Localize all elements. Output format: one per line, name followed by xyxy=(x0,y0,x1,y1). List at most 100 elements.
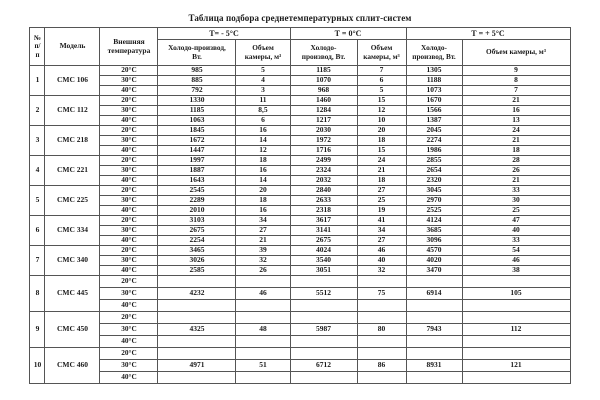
table-row: 40°С 1447 12 1716 15 1986 18 xyxy=(30,145,571,156)
value-cell xyxy=(289,311,358,324)
ext-temp-cell: 40°С xyxy=(99,235,159,246)
model-cell: СМС 225 xyxy=(44,185,101,216)
row-number-cell: 7 xyxy=(29,245,46,276)
value-cell xyxy=(289,275,358,288)
value-cell: 32 xyxy=(235,255,291,266)
value-cell: 2499 xyxy=(289,155,358,166)
value-cell: 16 xyxy=(461,105,571,116)
value-cell: 968 xyxy=(289,85,358,96)
value-cell: 80 xyxy=(356,323,407,336)
value-cell: 3617 xyxy=(289,215,358,226)
header-volume-minus5: Объем камеры, м³ xyxy=(235,39,291,66)
value-cell: 46 xyxy=(356,245,407,256)
table-row: 10 СМС 460 20°С xyxy=(29,347,571,384)
value-cell: 47 xyxy=(461,215,571,226)
value-cell: 25 xyxy=(356,195,407,206)
value-cell: 4325 xyxy=(157,323,237,336)
table-row: 4 СМС 221 20°С 1997 18 2499 24 2855 28 xyxy=(29,155,571,186)
value-cell: 1305 xyxy=(405,65,463,76)
value-cell: 2970 xyxy=(405,195,463,206)
model-cell: СМС 334 xyxy=(44,215,101,246)
table-row: 30°С 4971 51 6712 86 8931 121 xyxy=(30,359,571,372)
value-cell: 46 xyxy=(461,255,571,266)
value-cell xyxy=(405,335,463,348)
split-systems-table: № п/ п Модель Внешняя температура Т= - 5… xyxy=(29,27,571,384)
value-cell: 2855 xyxy=(405,155,463,166)
value-cell: 18 xyxy=(235,155,291,166)
value-cell: 8931 xyxy=(405,359,463,372)
ext-temp-cell: 30°С xyxy=(99,105,159,116)
value-cell xyxy=(405,299,463,312)
value-cell: 33 xyxy=(461,235,571,246)
table-row: 30°С 2289 18 2633 25 2970 30 xyxy=(30,195,571,206)
value-cell: 10 xyxy=(356,115,407,126)
value-cell: 4020 xyxy=(405,255,463,266)
value-cell: 7943 xyxy=(405,323,463,336)
value-cell: 2545 xyxy=(157,185,237,196)
value-cell: 7 xyxy=(356,65,407,76)
table-row: 40°С 1063 6 1217 10 1387 13 xyxy=(30,115,571,126)
model-cell: СМС 445 xyxy=(44,275,101,312)
value-cell: 2675 xyxy=(289,235,358,246)
value-cell xyxy=(157,347,237,360)
model-cell: СМС 112 xyxy=(44,95,101,126)
table-row: 40°С xyxy=(30,371,571,384)
model-cell: СМС 340 xyxy=(44,245,101,276)
value-cell: 2585 xyxy=(157,265,237,276)
row-number-cell: 8 xyxy=(29,275,46,312)
value-cell: 18 xyxy=(235,195,291,206)
value-cell: 34 xyxy=(235,215,291,226)
model-cell: СМС 106 xyxy=(44,65,101,96)
value-cell: 1217 xyxy=(289,115,358,126)
value-cell xyxy=(235,347,291,360)
ext-temp-cell: 20°С xyxy=(99,185,159,196)
value-cell: 1063 xyxy=(157,115,237,126)
ext-temp-cell: 30°С xyxy=(99,323,159,336)
value-cell: 21 xyxy=(461,95,571,106)
table-row: 30°С 1185 8,5 1284 12 1566 16 xyxy=(30,105,571,116)
header-volume-zero: Объем камеры, м³ xyxy=(356,39,407,66)
value-cell: 2320 xyxy=(405,175,463,186)
value-cell xyxy=(235,335,291,348)
table-row: 3 СМС 218 20°С 1845 16 2030 20 2045 24 xyxy=(29,125,571,156)
value-cell: 21 xyxy=(461,135,571,146)
value-cell: 3465 xyxy=(157,245,237,256)
value-cell: 18 xyxy=(461,145,571,156)
value-cell: 2289 xyxy=(157,195,237,206)
value-cell: 1188 xyxy=(405,75,463,86)
value-cell: 3540 xyxy=(289,255,358,266)
value-cell: 14 xyxy=(235,135,291,146)
value-cell: 15 xyxy=(356,95,407,106)
ext-temp-cell: 40°С xyxy=(99,299,159,312)
value-cell xyxy=(461,275,571,288)
value-cell xyxy=(157,299,237,312)
value-cell: 2675 xyxy=(157,225,237,236)
value-cell: 18 xyxy=(356,135,407,146)
value-cell: 18 xyxy=(356,175,407,186)
value-cell: 27 xyxy=(356,235,407,246)
value-cell xyxy=(235,311,291,324)
value-cell: 5 xyxy=(235,65,291,76)
value-cell: 2274 xyxy=(405,135,463,146)
value-cell: 2654 xyxy=(405,165,463,176)
value-cell: 21 xyxy=(235,235,291,246)
value-cell: 5512 xyxy=(289,287,358,300)
value-cell: 105 xyxy=(461,287,571,300)
table-row: 1 СМС 106 20°С 985 5 1185 7 1305 9 xyxy=(29,65,571,96)
value-cell: 2032 xyxy=(289,175,358,186)
table-row: 30°С 3026 32 3540 40 4020 46 xyxy=(30,255,571,266)
value-cell: 1185 xyxy=(289,65,358,76)
value-cell xyxy=(356,347,407,360)
table-row: 5 СМС 225 20°С 2545 20 2840 27 3045 33 xyxy=(29,185,571,216)
value-cell: 2045 xyxy=(405,125,463,136)
header-volume-plus5: Объем камеры, м³ xyxy=(461,39,571,66)
value-cell: 1185 xyxy=(157,105,237,116)
value-cell: 2525 xyxy=(405,205,463,216)
value-cell xyxy=(461,371,571,384)
value-cell: 1672 xyxy=(157,135,237,146)
value-cell: 792 xyxy=(157,85,237,96)
value-cell: 3685 xyxy=(405,225,463,236)
value-cell: 21 xyxy=(356,165,407,176)
row-number-cell: 1 xyxy=(29,65,46,96)
value-cell: 26 xyxy=(461,165,571,176)
